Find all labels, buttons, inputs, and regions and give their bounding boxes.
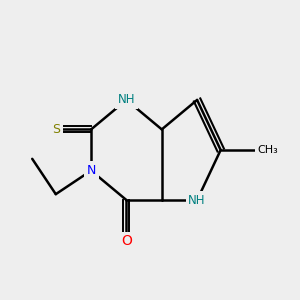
Text: NH: NH [118,93,135,106]
Text: CH₃: CH₃ [257,145,278,155]
Text: S: S [52,123,60,136]
Text: NH: NH [188,194,206,207]
Text: O: O [121,234,132,248]
Text: N: N [86,164,96,177]
